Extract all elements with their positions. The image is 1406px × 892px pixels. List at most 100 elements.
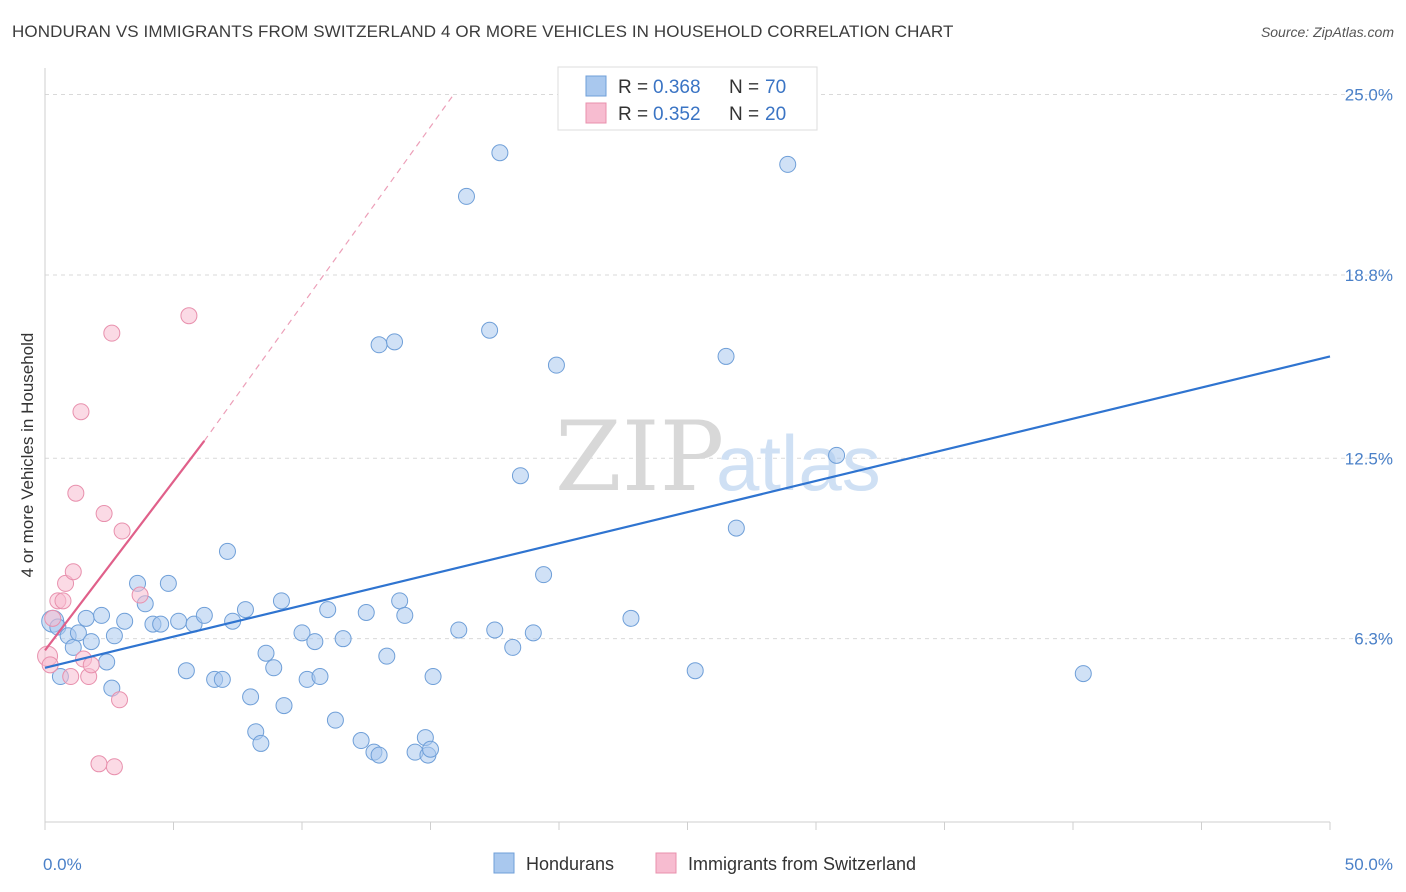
- legend-n-value-switzerland: 20: [765, 104, 786, 125]
- point-hondurans: [236, 601, 254, 619]
- point-hondurans: [535, 566, 553, 584]
- point-switzerland: [64, 563, 82, 581]
- point-switzerland: [67, 484, 85, 502]
- point-hondurans: [177, 662, 195, 680]
- bottom-legend-swatch-hondurans: [493, 852, 515, 874]
- point-switzerland: [131, 586, 149, 604]
- point-hondurans: [159, 574, 177, 592]
- point-hondurans: [98, 653, 116, 671]
- watermark-atlas: atlas: [716, 419, 881, 507]
- x-tick-label: 0.0%: [43, 855, 82, 874]
- gridlines: [45, 94, 1392, 640]
- point-hondurans: [319, 601, 337, 619]
- bottom-legend: Hondurans Immigrants from Switzerland: [493, 852, 916, 874]
- legend-n-label: N =: [729, 104, 759, 125]
- legend-swatch-hondurans: [585, 75, 607, 97]
- point-hondurans: [77, 609, 95, 627]
- point-hondurans: [352, 732, 370, 750]
- trend-lines: [44, 94, 1331, 669]
- legend-r-label: R =: [618, 104, 648, 125]
- trend-line-extension: [203, 94, 455, 442]
- point-hondurans: [311, 668, 329, 686]
- point-hondurans: [779, 155, 797, 173]
- watermark-zip: ZIP: [555, 401, 724, 513]
- point-hondurans: [213, 670, 231, 688]
- point-hondurans: [524, 624, 542, 642]
- point-switzerland: [95, 505, 113, 523]
- point-hondurans: [275, 697, 293, 715]
- y-tick-label: 6.3%: [1354, 630, 1393, 649]
- trend-line-hondurans: [44, 355, 1331, 669]
- point-hondurans: [424, 668, 442, 686]
- point-hondurans: [105, 627, 123, 645]
- point-hondurans: [257, 644, 275, 662]
- point-switzerland: [180, 307, 198, 325]
- source-label: Source: ZipAtlas.com: [1260, 24, 1394, 40]
- bottom-legend-switzerland: Immigrants from Switzerland: [688, 854, 916, 874]
- point-hondurans: [116, 612, 134, 630]
- y-axis-title: 4 or more Vehicles in Household: [18, 333, 37, 578]
- axes: [44, 68, 1331, 830]
- legend-r-value-hondurans: 0.368: [653, 77, 701, 98]
- point-hondurans: [272, 592, 290, 610]
- point-hondurans: [622, 609, 640, 627]
- y-tick-label: 18.8%: [1345, 266, 1393, 285]
- point-switzerland: [111, 691, 129, 709]
- point-hondurans: [370, 336, 388, 354]
- legend-r-label: R =: [618, 77, 648, 98]
- point-hondurans: [357, 603, 375, 621]
- data-points: [37, 144, 1092, 776]
- point-hondurans: [391, 592, 409, 610]
- point-switzerland: [72, 403, 90, 421]
- point-switzerland: [62, 668, 80, 686]
- legend-n-label: N =: [729, 77, 759, 98]
- point-hondurans: [386, 333, 404, 351]
- point-switzerland: [44, 609, 62, 627]
- legend-n-value-hondurans: 70: [765, 77, 786, 98]
- point-switzerland: [82, 656, 100, 674]
- legend-swatch-switzerland: [585, 102, 607, 124]
- point-hondurans: [293, 624, 311, 642]
- point-hondurans: [170, 612, 188, 630]
- point-switzerland: [105, 758, 123, 776]
- watermark: ZIP atlas: [555, 401, 881, 513]
- point-hondurans: [727, 519, 745, 537]
- point-hondurans: [82, 633, 100, 651]
- point-switzerland: [113, 522, 131, 540]
- x-tick-labels: 0.0% 50.0%: [43, 855, 1393, 874]
- point-hondurans: [686, 662, 704, 680]
- point-hondurans: [378, 647, 396, 665]
- point-hondurans: [252, 734, 270, 752]
- bottom-legend-swatch-switzerland: [655, 852, 677, 874]
- y-tick-label: 25.0%: [1345, 86, 1393, 105]
- point-hondurans: [326, 711, 344, 729]
- point-hondurans: [511, 467, 529, 485]
- point-hondurans: [504, 638, 522, 656]
- point-hondurans: [93, 606, 111, 624]
- point-hondurans: [1074, 665, 1092, 683]
- legend-r-value-switzerland: 0.352: [653, 104, 701, 125]
- point-hondurans: [457, 187, 475, 205]
- legend: R = 0.368 N = 70 R = 0.352 N = 20: [557, 66, 818, 131]
- y-tick-label: 12.5%: [1345, 449, 1393, 468]
- point-hondurans: [195, 606, 213, 624]
- point-hondurans: [422, 740, 439, 758]
- point-hondurans: [717, 347, 735, 365]
- point-hondurans: [218, 542, 236, 560]
- y-tick-labels: 6.3% 12.5% 18.8% 25.0%: [1345, 86, 1393, 649]
- point-hondurans: [306, 633, 324, 651]
- point-switzerland: [103, 324, 121, 342]
- bottom-legend-hondurans: Hondurans: [526, 854, 614, 874]
- point-hondurans: [334, 630, 352, 648]
- point-hondurans: [396, 606, 414, 624]
- point-hondurans: [486, 621, 504, 639]
- point-switzerland: [54, 592, 72, 610]
- chart-title: HONDURAN VS IMMIGRANTS FROM SWITZERLAND …: [12, 22, 954, 41]
- point-hondurans: [242, 688, 260, 706]
- point-hondurans: [370, 746, 388, 764]
- point-hondurans: [491, 144, 509, 162]
- trend-line-switzerland: [44, 440, 206, 651]
- point-hondurans: [152, 615, 170, 633]
- point-switzerland: [90, 755, 108, 773]
